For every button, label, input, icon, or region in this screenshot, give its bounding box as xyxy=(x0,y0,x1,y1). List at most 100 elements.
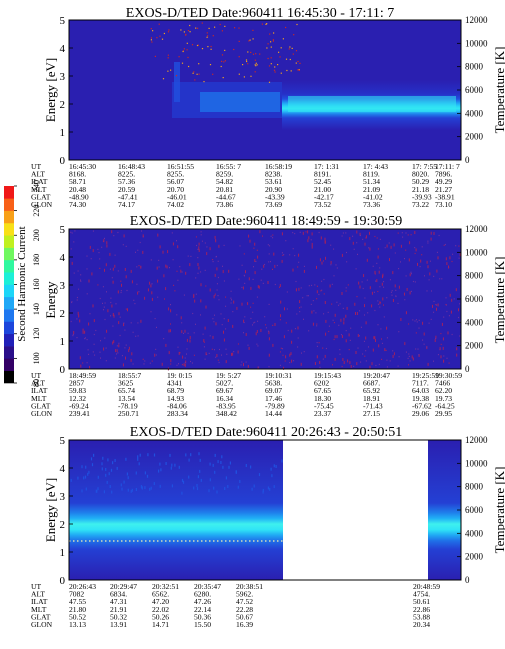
panel-2-speck xyxy=(170,323,171,325)
panel-2-speck xyxy=(438,234,440,237)
panel-3-speck xyxy=(150,486,152,490)
panel-2-speck xyxy=(367,312,369,314)
panel-3-speck xyxy=(101,467,103,471)
panel-2-speck xyxy=(178,351,180,355)
panel-2-speck xyxy=(256,330,258,333)
orbit-table-cell: 18.30 xyxy=(314,394,331,403)
panel-2-speck xyxy=(84,337,86,339)
panel-2-speck xyxy=(372,265,374,267)
panel-2-speck xyxy=(78,314,80,318)
panel-2-speck xyxy=(252,311,254,313)
panel-2-speck xyxy=(186,338,188,342)
panel-2-speck xyxy=(233,300,235,304)
panel-2-speck xyxy=(308,330,310,332)
panel-2-speck xyxy=(358,281,360,285)
panel-2-speck xyxy=(262,282,264,284)
panel-2-speck xyxy=(274,264,276,268)
panel-2-speck xyxy=(89,245,91,249)
panel-2-speck xyxy=(101,246,103,248)
panel-2-speck xyxy=(144,296,146,300)
panel-3-speck xyxy=(193,486,195,490)
temperature-tick-label: 8000 xyxy=(465,482,484,492)
panel-2-speck xyxy=(436,251,438,253)
orbit-table-cell: 50.26 xyxy=(152,612,169,621)
panel-2-speck xyxy=(86,268,88,270)
temperature-tick-label: 8000 xyxy=(465,62,484,72)
panel-3-speck xyxy=(209,462,211,466)
panel-2-speck xyxy=(270,261,271,263)
panel-2-speck xyxy=(136,266,138,268)
panel-2-speck xyxy=(418,354,420,356)
orbit-table-cell: 21.80 xyxy=(69,605,86,614)
panel-2-speck xyxy=(212,261,214,263)
panel-2-speck xyxy=(203,341,205,343)
orbit-table-cell: -83.95 xyxy=(216,401,236,410)
panel-2-speck xyxy=(262,235,263,237)
panel-2-speck xyxy=(187,332,189,334)
panel-2-speck xyxy=(415,248,417,252)
orbit-table-cell: 20.81 xyxy=(216,185,233,194)
orbit-table-cell: 74.17 xyxy=(118,200,135,209)
panel-2-speck xyxy=(140,319,142,323)
panel-2-speck xyxy=(88,279,90,283)
orbit-table-cell: 50.36 xyxy=(194,612,211,621)
panel-3-speck xyxy=(112,461,114,465)
panel-2-speck xyxy=(103,347,105,351)
panel-2-speck xyxy=(332,364,333,366)
panel-2-speck xyxy=(176,270,178,272)
panel-1-speck xyxy=(296,23,298,26)
temperature-tick-label: 10000 xyxy=(465,38,488,48)
panel-2-speck xyxy=(88,353,90,355)
panel-2-speck xyxy=(369,365,371,369)
energy-tick-label: 2 xyxy=(60,308,66,320)
panel-2-speck xyxy=(169,329,171,333)
temperature-tick-label: 10000 xyxy=(465,247,488,257)
panel-2-speck xyxy=(259,230,261,234)
panel-2-speck xyxy=(95,329,97,332)
panel-2-speck xyxy=(268,261,270,263)
panel-2-speck xyxy=(417,348,419,350)
panel-2-speck xyxy=(242,286,244,290)
panel-2-speck xyxy=(100,357,101,359)
panel-1-speck xyxy=(274,66,276,68)
panel-1-speck xyxy=(195,27,197,29)
panel-3-speck xyxy=(228,465,230,469)
panel-2-speck xyxy=(336,335,338,339)
orbit-table-cell: 19:10:31 xyxy=(265,371,292,380)
panel-2-speck xyxy=(116,353,117,355)
panel-2-speck xyxy=(202,333,204,335)
panel-2-speck xyxy=(164,298,165,300)
panel-2-speck xyxy=(197,257,199,259)
panel-2-speck xyxy=(125,275,127,279)
panel-1-speck xyxy=(249,39,251,41)
panel-2-speck xyxy=(436,307,437,311)
panel-2-speck xyxy=(377,303,379,305)
panel-3-speck xyxy=(97,487,99,491)
panel-2-speck xyxy=(195,323,196,325)
orbit-table-cell: 7466 xyxy=(435,379,450,388)
panel-2-speck xyxy=(84,330,86,334)
panel-2-speck xyxy=(357,347,359,349)
panel-2-speck xyxy=(378,363,380,365)
panel-2-speck xyxy=(383,286,385,288)
orbit-table-cell: 65.74 xyxy=(118,386,135,395)
orbit-table-cell: 8225. xyxy=(118,170,135,179)
panel-2-speck xyxy=(291,359,293,363)
panel-2-speck xyxy=(218,244,220,248)
orbit-table-cell: -41.02 xyxy=(363,192,383,201)
panel-2-speck xyxy=(307,230,309,234)
colorbar-cell xyxy=(4,284,14,298)
panel-2-speck xyxy=(430,318,432,320)
panel-2-speck xyxy=(333,338,335,341)
panel-3-speck xyxy=(114,459,116,462)
panel-3-speck xyxy=(147,453,149,457)
panel-2-speck xyxy=(346,306,348,310)
panel-2-speck xyxy=(200,283,202,287)
panel-2-speck xyxy=(223,318,225,320)
panel-2-speck xyxy=(219,348,220,351)
panel-2-speck xyxy=(356,230,358,234)
panel-1-speck xyxy=(234,27,236,29)
orbit-table-cell: 5638. xyxy=(265,379,282,388)
panel-2-speck xyxy=(183,294,185,296)
panel-2-speck xyxy=(141,230,142,232)
